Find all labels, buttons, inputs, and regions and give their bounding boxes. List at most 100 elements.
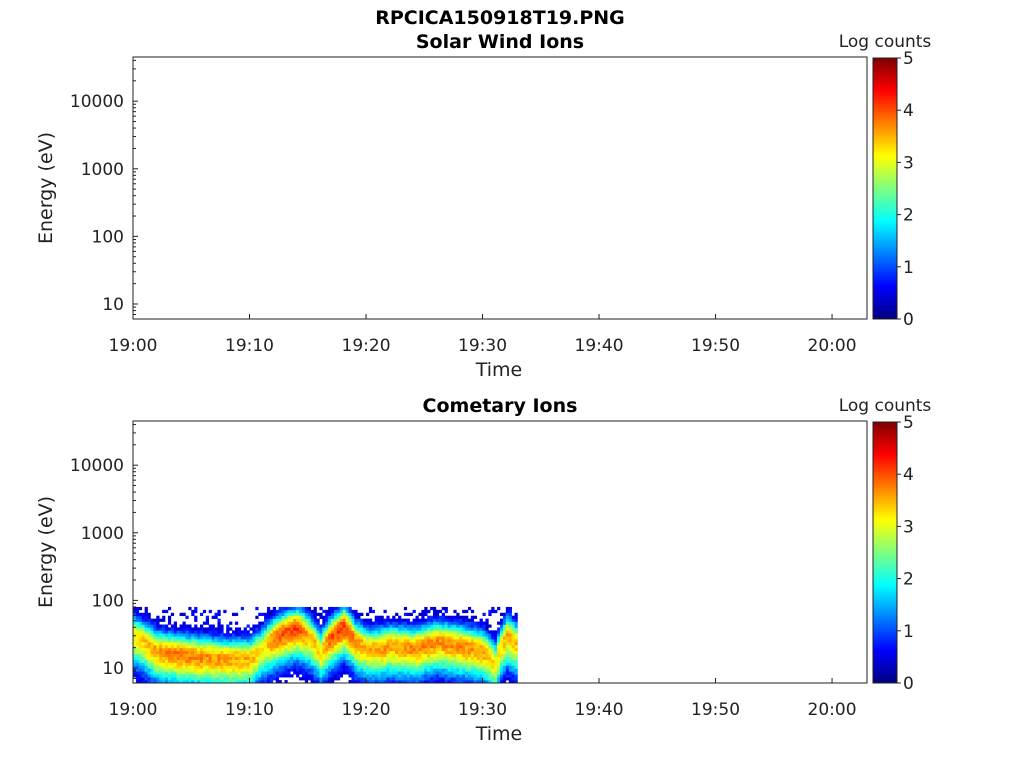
spectrogram-cell xyxy=(281,636,285,640)
spectrogram-cell xyxy=(150,644,154,649)
spectrogram-cell xyxy=(182,644,186,649)
spectrogram-cell xyxy=(307,630,311,634)
spectrogram-cell xyxy=(144,647,148,652)
spectrogram-cell xyxy=(275,650,279,655)
x-axis-label: Time xyxy=(475,359,523,381)
spectrogram-cell xyxy=(459,677,463,681)
spectrogram-cell xyxy=(351,647,355,652)
spectrogram-cell xyxy=(412,668,416,672)
spectrogram-cell xyxy=(266,659,271,663)
spectrogram-cell xyxy=(135,612,140,617)
spectrogram-cell xyxy=(264,639,268,643)
spectrogram-cell xyxy=(339,671,344,675)
spectrogram-cell xyxy=(380,630,384,634)
spectrogram-cell xyxy=(135,653,140,657)
spectrogram-cell xyxy=(395,674,399,678)
spectrogram-cell xyxy=(313,659,317,663)
colorbar-tick-label: 2 xyxy=(903,570,914,590)
spectrogram-cell xyxy=(232,653,236,657)
spectrogram-cell xyxy=(199,630,204,634)
spectrogram-cell xyxy=(304,633,309,637)
spectrogram-cell xyxy=(336,677,341,681)
spectrogram-cell xyxy=(398,650,402,655)
spectrogram-cell xyxy=(264,650,268,655)
spectrogram-cell xyxy=(383,650,387,655)
spectrogram-cell xyxy=(433,621,437,625)
spectrogram-cell xyxy=(386,621,390,625)
spectrogram-cell xyxy=(269,621,274,625)
spectrogram-cell xyxy=(403,621,408,625)
spectrogram-cell xyxy=(500,627,504,631)
spectrogram-cell xyxy=(269,644,274,649)
spectrogram-cell xyxy=(444,621,448,625)
spectrogram-cell xyxy=(287,642,291,646)
spectrogram-cell xyxy=(191,636,195,640)
spectrogram-cell xyxy=(351,674,355,678)
spectrogram-cell xyxy=(380,680,384,684)
spectrogram-cell xyxy=(360,630,364,634)
spectrogram-cell xyxy=(392,615,396,619)
spectrogram-cell xyxy=(281,639,285,643)
spectrogram-cell xyxy=(319,633,323,637)
spectrogram-cell xyxy=(197,633,201,637)
spectrogram-cell xyxy=(147,621,151,625)
spectrogram-cell xyxy=(162,636,166,640)
spectrogram-cell xyxy=(395,624,399,628)
spectrogram-cell xyxy=(435,656,440,660)
spectrogram-cell xyxy=(301,677,306,681)
spectrogram-cell xyxy=(319,639,323,643)
spectrogram-cell xyxy=(438,647,443,652)
spectrogram-cell xyxy=(430,615,434,619)
spectrogram-cell xyxy=(272,642,277,646)
spectrogram-cell xyxy=(488,665,492,669)
spectrogram-cell xyxy=(453,671,457,675)
spectrogram-cell xyxy=(165,636,169,640)
spectrogram-cell xyxy=(249,650,253,655)
spectrogram-cell xyxy=(278,674,282,678)
spectrogram-cell xyxy=(389,618,393,622)
spectrogram-cell xyxy=(430,650,434,655)
spectrogram-cell xyxy=(147,653,151,657)
spectrogram-cell xyxy=(345,650,349,655)
spectrogram-cell xyxy=(462,659,466,663)
spectrogram-cell xyxy=(284,621,288,625)
spectrogram-cell xyxy=(441,621,445,625)
spectrogram-cell xyxy=(240,644,244,649)
spectrogram-cell xyxy=(453,680,457,684)
spectrogram-cell xyxy=(144,606,148,611)
spectrogram-cell xyxy=(418,621,422,625)
spectrogram-cell xyxy=(272,615,277,619)
spectrogram-cell xyxy=(368,680,373,684)
spectrogram-cell xyxy=(316,630,320,634)
spectrogram-cell xyxy=(290,650,294,655)
spectrogram-cell xyxy=(418,647,422,652)
spectrogram-cell xyxy=(284,650,288,655)
spectrogram-cell xyxy=(269,618,274,622)
spectrogram-cell xyxy=(354,612,358,617)
spectrogram-cell xyxy=(284,644,288,649)
spectrogram-cell xyxy=(511,621,515,625)
spectrogram-cell xyxy=(249,680,253,684)
spectrogram-cell xyxy=(497,636,501,640)
spectrogram-cell xyxy=(301,627,306,631)
spectrogram-cell xyxy=(258,668,262,672)
spectrogram-cell xyxy=(266,636,271,640)
x-tick-label: 19:00 xyxy=(109,700,158,720)
spectrogram-cell xyxy=(415,653,419,657)
spectrogram-cell xyxy=(403,656,408,660)
spectrogram-cell xyxy=(403,680,408,684)
spectrogram-cell xyxy=(290,674,294,678)
spectrogram-cell xyxy=(275,621,279,625)
spectrogram-cell xyxy=(476,627,480,631)
spectrogram-cell xyxy=(217,668,221,672)
spectrogram-cell xyxy=(357,612,361,617)
spectrogram-cell xyxy=(392,630,396,634)
spectrogram-cell xyxy=(403,644,408,649)
spectrogram-cell xyxy=(500,659,504,663)
spectrogram-cell xyxy=(473,636,477,640)
spectrogram-cell xyxy=(473,653,477,657)
spectrogram-cell xyxy=(258,674,262,678)
spectrogram-cell xyxy=(191,627,195,631)
spectrogram-cell xyxy=(500,618,504,622)
spectrogram-cell xyxy=(444,671,448,675)
